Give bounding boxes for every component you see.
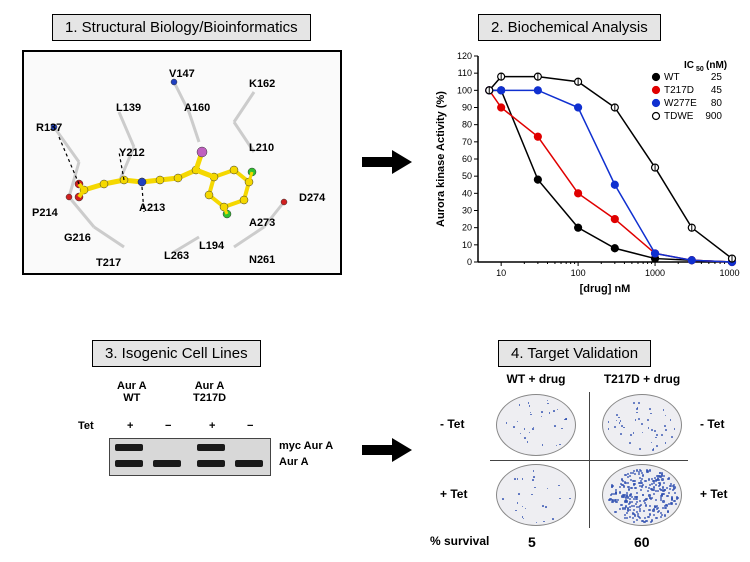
gel-label: Tet [78,420,94,432]
tv-row-label: + Tet [440,487,467,501]
gel-label: Aur A [279,456,309,468]
residue-K162: K162 [249,78,275,90]
tv-row-label: - Tet [700,417,724,431]
gel-label: Aur A T217D [193,380,226,404]
svg-text:90: 90 [462,103,472,113]
svg-text:TDWE: TDWE [664,111,694,122]
colony-plate [496,394,576,456]
residue-V147: V147 [169,68,195,80]
svg-text:900: 900 [705,111,722,122]
residue-A213: A213 [139,202,165,214]
gel-label: Aur A WT [117,380,147,404]
tv-col-label: WT + drug [496,372,576,386]
arrow-1 [362,150,412,174]
residue-A160: A160 [184,102,210,114]
svg-text:110: 110 [458,68,472,78]
svg-text:50: 50 [696,66,704,73]
residue-L139: L139 [116,102,141,114]
survival-value: 60 [634,534,650,550]
svg-text:100: 100 [457,85,472,95]
residue-R137: R137 [36,122,62,134]
survival-value: 5 [528,534,536,550]
tv-row-label: + Tet [700,487,727,501]
svg-text:WT: WT [664,72,680,83]
svg-text:50: 50 [462,171,472,181]
target-validation-panel: WT + drug T217D + drug - Tet - Tet + Tet + Te… [430,372,740,557]
svg-text:0: 0 [467,257,472,267]
svg-text:T217D: T217D [664,85,694,96]
svg-text:Aurora kinase Activity (%): Aurora kinase Activity (%) [435,91,447,227]
svg-text:10: 10 [462,240,472,250]
residue-L263: L263 [164,250,189,262]
residue-D274: D274 [299,192,325,204]
gel-label: − [165,420,171,432]
structure-panel: R137 V147 K162 L139 A160 Y212 L210 P214 A213 G216… [22,50,342,275]
svg-text:80: 80 [462,120,472,130]
residue-L194: L194 [199,240,224,252]
tv-row-label: - Tet [440,417,464,431]
residue-P214: P214 [32,207,58,219]
gel-label: + [209,420,215,432]
gel-panel: Aur A WT Aur A T217D Tet + − + − myc Aur A Aur A [70,380,350,510]
residue-N261: N261 [249,254,275,266]
tv-col-label: T217D + drug [602,372,682,386]
svg-text:25: 25 [711,72,723,83]
svg-text:100: 100 [571,268,586,278]
residue-L210: L210 [249,142,274,154]
svg-text:70: 70 [462,137,472,147]
svg-text:45: 45 [711,85,723,96]
svg-text:IC: IC [684,60,694,71]
arrow-2 [362,438,412,462]
svg-text:1000: 1000 [645,268,665,278]
chart-panel: 0 10 20 30 40 50 60 70 80 90 100 110 120 10 100 1000 100… [430,48,740,296]
svg-text:80: 80 [711,98,723,109]
svg-text:30: 30 [462,206,472,216]
panel2-title: 2. Biochemical Analysis [478,14,661,41]
svg-text:40: 40 [462,188,472,198]
gel-label: myc Aur A [279,440,333,452]
svg-text:W277E: W277E [664,98,697,109]
svg-text:[drug] nM: [drug] nM [580,283,631,295]
colony-plate [602,394,682,456]
residue-T217: T217 [96,257,121,269]
svg-text:10000: 10000 [719,268,740,278]
residue-Y212: Y212 [119,147,145,159]
panel1-title: 1. Structural Biology/Bioinformatics [52,14,311,41]
colony-plate [602,464,682,526]
svg-text:(nM): (nM) [706,60,727,71]
panel3-title: 3. Isogenic Cell Lines [92,340,261,367]
residue-G216: G216 [64,232,91,244]
svg-text:120: 120 [457,51,472,61]
gel-label: + [127,420,133,432]
svg-text:60: 60 [462,154,472,164]
colony-plate [496,464,576,526]
residue-A273: A273 [249,217,275,229]
svg-text:20: 20 [462,223,472,233]
svg-text:10: 10 [496,268,506,278]
dose-response-chart: 0 10 20 30 40 50 60 70 80 90 100 110 120 10 100 1000 100… [430,48,740,296]
survival-label: % survival [430,534,489,548]
panel4-title: 4. Target Validation [498,340,651,367]
gel-label: − [247,420,253,432]
